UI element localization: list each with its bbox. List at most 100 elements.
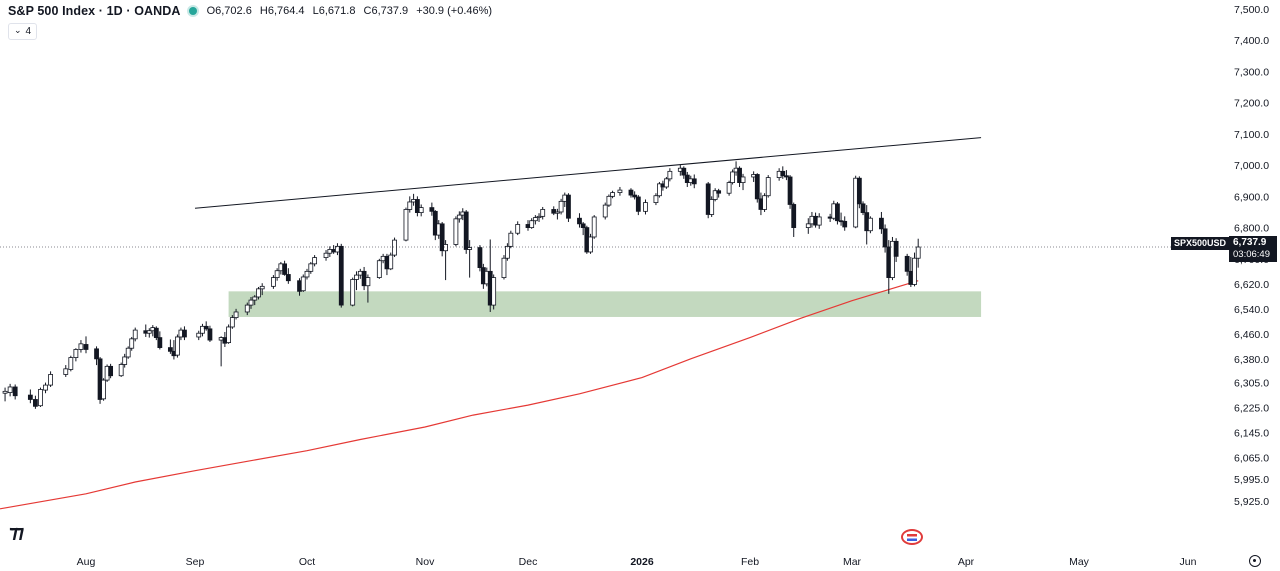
candle-body bbox=[716, 190, 722, 194]
candle bbox=[38, 387, 43, 407]
candle-body bbox=[388, 254, 394, 270]
candle bbox=[27, 389, 33, 404]
candle-body bbox=[580, 223, 586, 228]
last-price-label: 6,737.9 03:06:49 bbox=[1229, 236, 1277, 262]
candle-body bbox=[643, 202, 648, 212]
candle bbox=[270, 275, 276, 289]
candle bbox=[118, 362, 124, 377]
candle bbox=[835, 201, 840, 225]
candle bbox=[200, 323, 205, 337]
candle bbox=[354, 271, 359, 291]
symbol-title[interactable]: S&P 500 Index · 1D · OANDA bbox=[8, 4, 181, 18]
candle-body bbox=[308, 263, 314, 272]
x-tick-label: Jun bbox=[1180, 556, 1197, 568]
candle bbox=[259, 283, 265, 296]
candle-body bbox=[737, 167, 742, 183]
candle-body bbox=[78, 343, 84, 350]
candle-body bbox=[27, 394, 33, 400]
candle-body bbox=[361, 270, 367, 287]
candle-body bbox=[270, 277, 276, 287]
x-tick-label: Sep bbox=[186, 556, 205, 568]
candle bbox=[439, 221, 445, 257]
candle-body bbox=[657, 183, 662, 197]
candle-body bbox=[376, 260, 382, 278]
candle bbox=[125, 346, 131, 359]
candle-body bbox=[350, 279, 356, 306]
us-flag-event-icon[interactable] bbox=[901, 529, 923, 545]
candle bbox=[233, 308, 239, 320]
candle bbox=[338, 243, 344, 308]
candle-body bbox=[68, 357, 74, 370]
candle bbox=[388, 252, 394, 271]
candle-body bbox=[628, 189, 634, 196]
candle bbox=[617, 186, 623, 196]
candle bbox=[730, 169, 735, 185]
candle bbox=[663, 176, 669, 189]
indicators-collapse-button[interactable]: ⌄ 4 bbox=[8, 23, 38, 40]
candle bbox=[129, 336, 135, 351]
candle bbox=[274, 268, 280, 281]
change-value: +30.9 (+0.46%) bbox=[416, 5, 493, 17]
market-open-status-icon bbox=[188, 7, 197, 15]
candle-body bbox=[108, 365, 114, 377]
candle bbox=[335, 243, 340, 256]
y-tick-label: 6,145.0 bbox=[1234, 427, 1269, 439]
candle-body bbox=[122, 356, 128, 365]
x-tick-label: Oct bbox=[299, 556, 315, 568]
candle bbox=[467, 240, 473, 278]
candle-body bbox=[515, 224, 521, 234]
candle bbox=[182, 326, 187, 341]
candle bbox=[555, 208, 560, 220]
candle bbox=[327, 246, 333, 257]
candle-body bbox=[7, 386, 13, 393]
candle bbox=[508, 230, 514, 249]
candle-body bbox=[252, 296, 258, 301]
candle-body bbox=[259, 285, 265, 290]
candle-body bbox=[203, 325, 209, 330]
candle bbox=[726, 180, 732, 196]
candle-body bbox=[456, 214, 462, 220]
candle-body bbox=[730, 171, 735, 183]
tradingview-logo-icon[interactable]: ⁊⁊ bbox=[9, 522, 25, 543]
candle-body bbox=[893, 240, 899, 257]
symbol-price-tag: SPX500USD bbox=[1171, 237, 1230, 250]
candle bbox=[380, 253, 386, 264]
candle bbox=[323, 250, 329, 261]
candle-body bbox=[323, 252, 329, 258]
candle bbox=[48, 371, 53, 387]
candle-body bbox=[312, 257, 318, 265]
bar-countdown: 03:06:49 bbox=[1233, 249, 1270, 260]
candle-body bbox=[529, 220, 535, 228]
candle bbox=[893, 238, 899, 262]
x-tick-label: Apr bbox=[958, 556, 975, 568]
candle-body bbox=[196, 332, 202, 338]
candle bbox=[504, 243, 510, 261]
candle-body bbox=[411, 199, 416, 203]
candle-body bbox=[418, 207, 424, 213]
open-value: 6,702.6 bbox=[215, 5, 252, 17]
high-value: 6,764.4 bbox=[267, 5, 305, 17]
candle bbox=[477, 245, 483, 272]
candle-body bbox=[167, 347, 173, 352]
candle bbox=[780, 166, 786, 179]
candle bbox=[132, 327, 138, 342]
candle bbox=[300, 274, 306, 292]
candle-body bbox=[338, 245, 344, 306]
y-tick-label: 7,300.0 bbox=[1234, 66, 1269, 78]
gear-icon[interactable] bbox=[1249, 555, 1261, 567]
low-label: L bbox=[312, 5, 319, 17]
candle bbox=[657, 181, 662, 198]
candle bbox=[712, 188, 718, 202]
y-tick-label: 7,100.0 bbox=[1234, 129, 1269, 141]
candle-body bbox=[606, 195, 612, 206]
candle bbox=[73, 348, 79, 362]
candle-body bbox=[912, 257, 917, 285]
candle-body bbox=[577, 217, 582, 225]
candle-body bbox=[175, 336, 180, 356]
candle bbox=[551, 206, 557, 216]
candle-body bbox=[653, 195, 659, 203]
candle bbox=[580, 221, 586, 236]
candle-body bbox=[784, 175, 789, 178]
candle bbox=[153, 326, 159, 341]
